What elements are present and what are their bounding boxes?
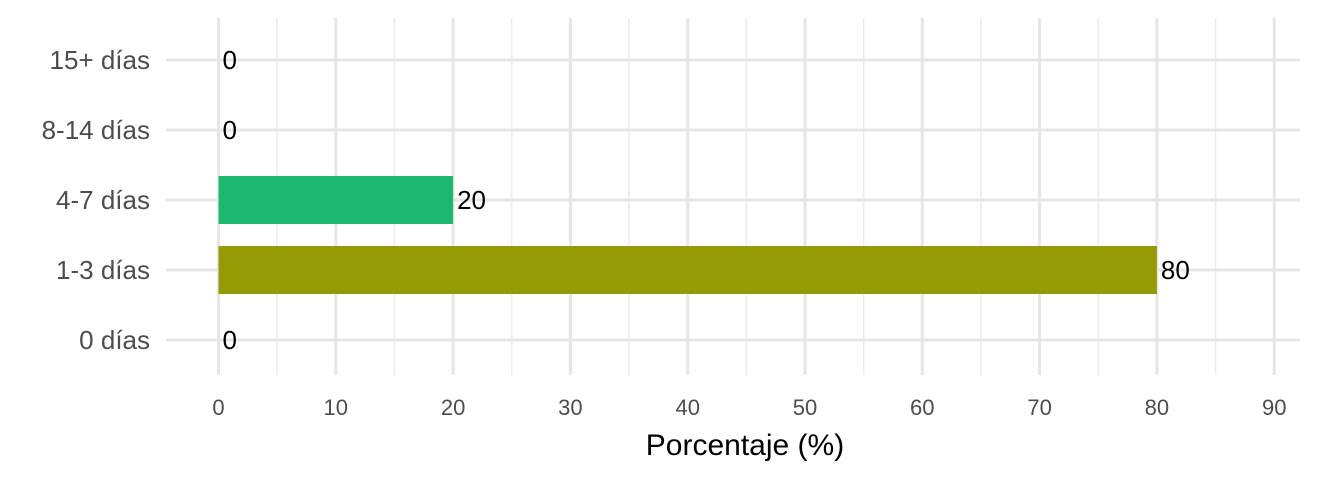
y-axis-category-labels: 0 días 1-3 días 4-7 días 8-14 días 15+ días [42,45,150,355]
y-tick-label: 0 días [79,325,150,355]
bar [218,176,454,224]
y-tick-label: 4-7 días [56,185,150,215]
x-tick-label: 50 [793,395,817,420]
data-label: 0 [223,325,237,355]
x-tick-label: 30 [558,395,582,420]
x-tick-label: 10 [324,395,348,420]
x-tick-label: 20 [441,395,465,420]
x-tick-label: 70 [1027,395,1051,420]
y-tick-label: 8-14 días [42,115,150,145]
x-tick-label: 80 [1145,395,1169,420]
y-tick-label: 15+ días [50,45,150,75]
data-label: 0 [223,45,237,75]
data-labels: 0 80 20 0 0 [223,45,1190,355]
bar [218,246,1157,294]
x-axis-title: Porcentaje (%) [646,429,844,462]
data-label: 80 [1161,255,1190,285]
x-tick-label: 0 [212,395,224,420]
x-tick-label: 40 [675,395,699,420]
minor-gridlines [276,18,1217,375]
x-tick-label: 60 [910,395,934,420]
y-tick-label: 1-3 días [56,255,150,285]
bars [218,176,1157,294]
x-tick-label: 90 [1262,395,1286,420]
x-axis-tick-labels: 0 10 20 30 40 50 60 70 80 90 [212,395,1286,420]
data-label: 0 [223,115,237,145]
data-label: 20 [457,185,486,215]
